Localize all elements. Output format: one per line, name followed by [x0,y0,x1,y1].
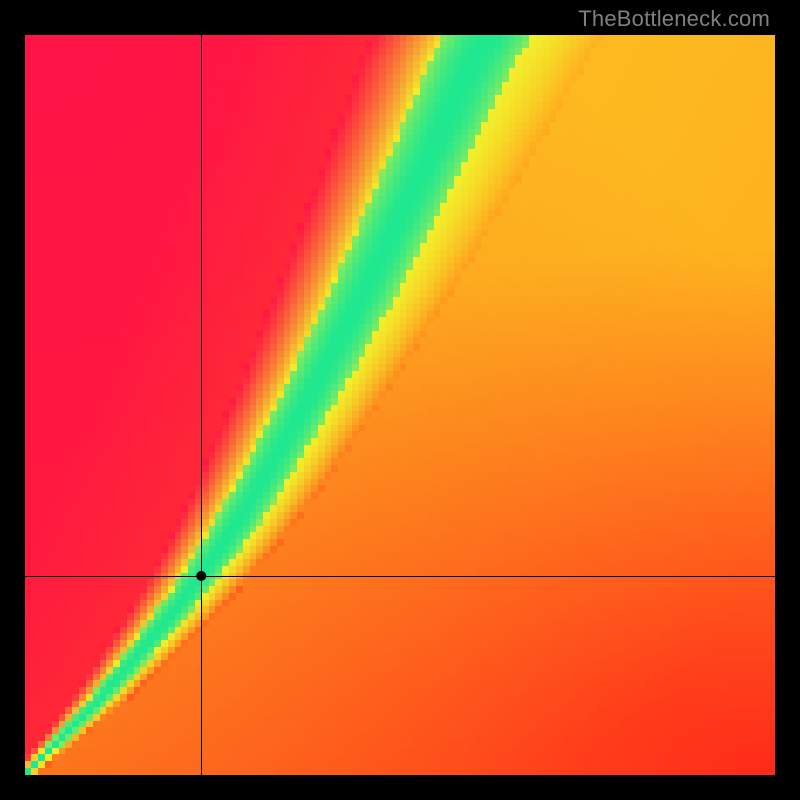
chart-container: TheBottleneck.com [0,0,800,800]
heatmap-canvas [0,0,800,800]
watermark-label: TheBottleneck.com [578,6,770,32]
